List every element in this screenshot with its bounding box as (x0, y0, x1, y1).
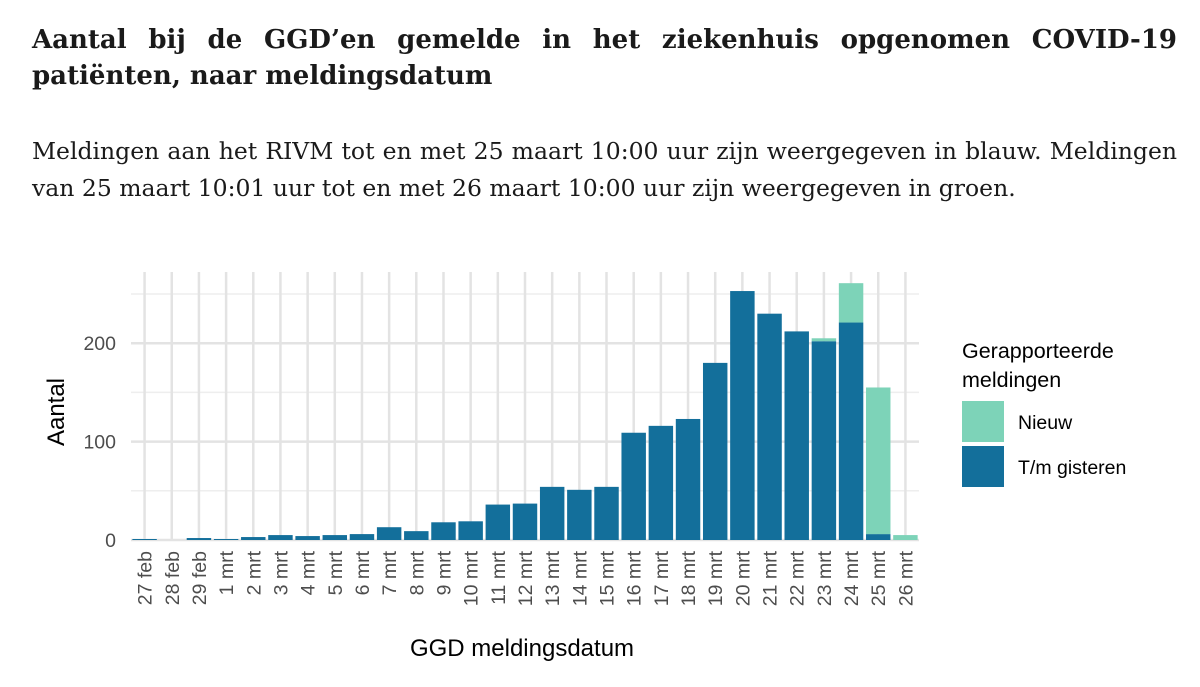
bar-tm-gisteren-21-mrt (757, 313, 782, 540)
bar-tm-gisteren-27-feb (132, 539, 157, 540)
bar-tm-gisteren-4-mrt (295, 536, 320, 540)
x-tick-label: 14 mrt (569, 550, 591, 606)
x-tick-label: 8 mrt (406, 550, 428, 595)
bar-tm-gisteren-20-mrt (730, 291, 755, 540)
x-tick-label: 19 mrt (705, 550, 727, 606)
bar-tm-gisteren-24-mrt (838, 322, 864, 540)
legend-label-tm-gisteren: T/m gisteren (1018, 457, 1126, 479)
bar-tm-gisteren-7-mrt (376, 527, 402, 540)
legend-key-nieuw (962, 401, 1004, 442)
x-tick-label: 17 mrt (651, 550, 673, 606)
bar-tm-gisteren-9-mrt (431, 522, 456, 540)
bar-tm-gisteren-16-mrt (621, 432, 646, 540)
x-tick-label: 7 mrt (379, 550, 401, 595)
x-tick-label: 24 mrt (841, 550, 863, 606)
y-tick-label: 200 (83, 333, 116, 355)
x-tick-label: 15 mrt (597, 550, 619, 606)
chart-title: Aantal bij de GGD’en gemelde in het ziek… (32, 25, 1177, 91)
x-tick-label: 28 feb (162, 551, 184, 605)
x-tick-label: 20 mrt (732, 550, 754, 606)
bar-tm-gisteren-1-mrt (213, 539, 239, 540)
bar-tm-gisteren-5-mrt (322, 535, 348, 540)
bar-nieuw-25-mrt (866, 387, 891, 535)
x-tick-label: 16 mrt (624, 550, 646, 606)
x-tick-label: 27 feb (135, 551, 157, 605)
bar-tm-gisteren-10-mrt (458, 521, 483, 540)
x-tick-label: 11 mrt (488, 550, 510, 604)
x-axis-ticks: 27 feb 28 feb 29 feb 1 mrt 2 mrt 3 mrt 4 mrt 5 … (135, 550, 918, 606)
x-tick-label: 26 mrt (895, 550, 917, 606)
x-tick-label: 9 mrt (433, 550, 455, 595)
bar-tm-gisteren-17-mrt (648, 425, 674, 540)
x-tick-label: 23 mrt (814, 550, 836, 606)
bar-nieuw-24-mrt (838, 283, 864, 323)
y-axis-label: Aantal (43, 378, 70, 446)
bar-nieuw-26-mrt (893, 535, 918, 540)
bar-tm-gisteren-8-mrt (404, 531, 429, 540)
x-tick-label: 4 mrt (298, 550, 320, 595)
y-tick-label: 100 (83, 432, 116, 454)
legend-label-nieuw: Nieuw (1018, 412, 1073, 434)
x-tick-label: 18 mrt (678, 550, 700, 606)
bar-tm-gisteren-2-mrt (241, 537, 266, 540)
bar-tm-gisteren-11-mrt (485, 504, 511, 540)
legend-key-tm-gisteren (962, 446, 1004, 487)
x-tick-label: 2 mrt (243, 550, 265, 595)
x-tick-label: 21 mrt (760, 550, 782, 606)
x-tick-label: 3 mrt (270, 550, 292, 595)
x-tick-label: 29 feb (189, 551, 211, 605)
x-tick-label: 6 mrt (352, 550, 374, 595)
bars (132, 283, 918, 540)
x-tick-label: 13 mrt (542, 550, 564, 606)
bar-tm-gisteren-25-mrt (866, 534, 891, 540)
x-axis-label: GGD meldingsdatum (410, 635, 634, 662)
x-tick-label: 10 mrt (461, 550, 483, 606)
bar-tm-gisteren-23-mrt (811, 341, 837, 540)
x-tick-label: 25 mrt (868, 550, 890, 606)
bar-nieuw-23-mrt (811, 338, 837, 342)
chart-subtitle: Meldingen aan het RIVM tot en met 25 maa… (32, 137, 1177, 202)
bar-tm-gisteren-12-mrt (512, 503, 538, 540)
bar-tm-gisteren-15-mrt (594, 486, 619, 540)
y-axis-ticks: 0 100 200 (83, 333, 116, 552)
bar-tm-gisteren-3-mrt (268, 535, 293, 540)
bar-tm-gisteren-6-mrt (349, 534, 375, 540)
bar-tm-gisteren-18-mrt (675, 418, 701, 540)
bar-tm-gisteren-22-mrt (784, 331, 809, 540)
bar-tm-gisteren-19-mrt (702, 362, 728, 540)
y-tick-label: 0 (105, 530, 116, 552)
x-tick-label: 5 mrt (325, 550, 347, 595)
x-tick-label: 12 mrt (515, 550, 537, 606)
legend-title: Gerapporteerde meldingen (962, 339, 1114, 392)
legend: Gerapporteerde meldingen Nieuw T/m gistere… (962, 339, 1126, 487)
bar-tm-gisteren-14-mrt (567, 489, 592, 540)
bar-tm-gisteren-29-feb (186, 538, 212, 540)
bar-tm-gisteren-13-mrt (539, 486, 565, 540)
x-tick-label: 1 mrt (216, 550, 238, 595)
x-tick-label: 22 mrt (787, 550, 809, 606)
